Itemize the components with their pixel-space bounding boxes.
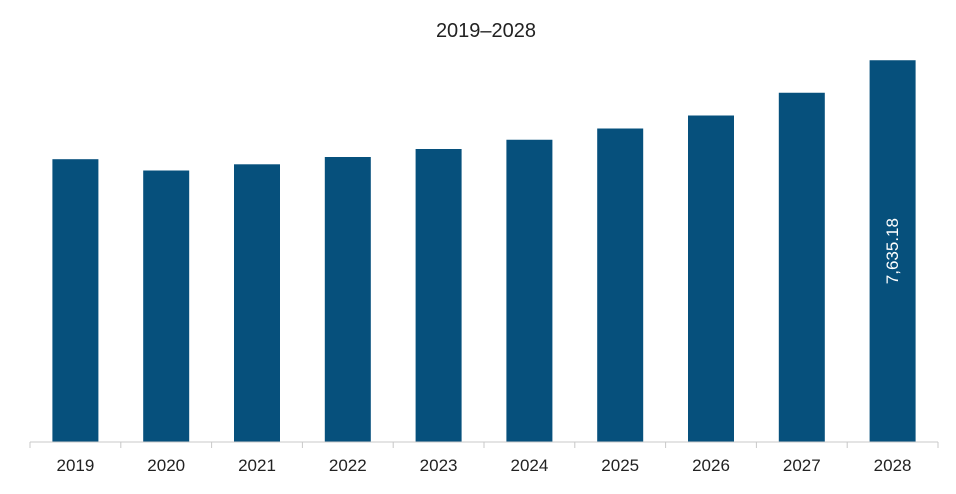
- x-tick-label-2026: 2026: [692, 456, 730, 475]
- x-tick-label-2021: 2021: [238, 456, 276, 475]
- x-tick-label-2022: 2022: [329, 456, 367, 475]
- x-tick-label-2027: 2027: [783, 456, 821, 475]
- x-tick-label-2023: 2023: [420, 456, 458, 475]
- bar-2027: [778, 92, 825, 442]
- bar-2028: [869, 60, 916, 443]
- x-axis-ticks: [29, 442, 939, 448]
- bars-group: [52, 60, 916, 443]
- x-tick-label-2028: 2028: [874, 456, 912, 475]
- data-labels-group: 7,635.18: [883, 218, 902, 284]
- x-tick-label-2025: 2025: [601, 456, 639, 475]
- bar-2025: [597, 128, 644, 442]
- bar-2026: [688, 115, 734, 442]
- data-label-2028: 7,635.18: [883, 218, 902, 284]
- x-axis-labels: 2019 2020 2021 2022 2023 2024 2025 2026 2027 2028: [56, 456, 911, 475]
- x-tick-label-2020: 2020: [147, 456, 185, 475]
- bar-2022: [324, 157, 371, 442]
- chart-title: 2019–2028: [436, 20, 536, 42]
- x-tick-label-2024: 2024: [510, 456, 548, 475]
- bar-2021: [234, 164, 280, 443]
- bar-2019: [52, 159, 99, 442]
- bar-2020: [143, 170, 190, 442]
- bar-2023: [415, 149, 462, 442]
- x-tick-label-2019: 2019: [56, 456, 94, 475]
- bar-2024: [506, 139, 553, 442]
